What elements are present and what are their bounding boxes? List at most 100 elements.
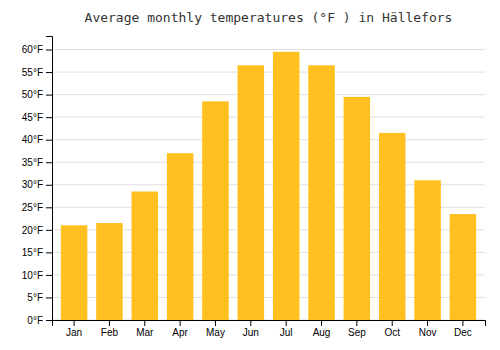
y-tick: 25°F xyxy=(22,202,52,213)
y-tick: 40°F xyxy=(22,134,52,145)
bar xyxy=(273,52,300,320)
x-axis: Jan Feb Mar Apr May Jun Jul Aug Sep Oct Nov Dec xyxy=(53,320,486,338)
y-tick-mark xyxy=(46,230,52,231)
bar xyxy=(308,65,335,320)
y-tick-mark xyxy=(46,162,52,163)
grid-line xyxy=(52,139,485,140)
x-tick-label: Oct xyxy=(384,327,400,338)
x-tick: May xyxy=(206,320,225,338)
bar xyxy=(379,133,406,320)
y-tick-label: 40°F xyxy=(22,134,43,145)
x-tick-label: Dec xyxy=(454,327,472,338)
y-tick-mark xyxy=(46,72,52,73)
x-tick: Jun xyxy=(243,320,259,338)
y-tick-label: 50°F xyxy=(22,89,43,100)
y-tick: 55°F xyxy=(22,67,52,78)
y-tick-mark xyxy=(46,207,52,208)
grid-line xyxy=(52,117,485,118)
x-tick-mark xyxy=(109,320,110,326)
grid-line xyxy=(52,162,485,163)
x-tick-mark xyxy=(250,320,251,326)
x-tick: Mar xyxy=(136,320,154,338)
bars xyxy=(61,52,476,320)
y-tick-mark xyxy=(46,117,52,118)
y-tick-label: 60°F xyxy=(22,44,43,55)
x-tick: Jul xyxy=(280,320,293,338)
y-tick-label: 10°F xyxy=(22,270,43,281)
y-tick-label: 45°F xyxy=(22,112,43,123)
x-tick-mark xyxy=(144,320,145,326)
x-tick-label: May xyxy=(206,327,225,338)
x-tick-mark xyxy=(74,320,75,326)
bar xyxy=(414,180,441,320)
grid-line xyxy=(52,94,485,95)
x-tick-label: Aug xyxy=(313,327,331,338)
grid-line xyxy=(52,72,485,73)
x-tick-label: Jul xyxy=(280,327,293,338)
y-tick-mark xyxy=(46,95,52,96)
x-tick: Jan xyxy=(66,320,82,338)
x-tick: Feb xyxy=(101,320,119,338)
plot: 0°F 5°F 10°F 15°F 20°F 25°F 30°F 35°F 40°F 45°F 50… xyxy=(22,37,486,339)
y-tick-mark xyxy=(46,50,52,51)
y-tick-label: 55°F xyxy=(22,67,43,78)
x-tick-label: Jan xyxy=(66,327,82,338)
x-tick-label: Jun xyxy=(243,327,259,338)
y-tick-label: 15°F xyxy=(22,247,43,258)
y-tick: 5°F xyxy=(27,292,52,303)
x-tick-mark xyxy=(356,320,357,326)
bar xyxy=(61,225,88,320)
bar xyxy=(450,214,477,320)
x-tick-mark xyxy=(215,320,216,326)
x-tick-mark xyxy=(427,320,428,326)
y-tick: 50°F xyxy=(22,89,52,100)
x-tick-label: Sep xyxy=(348,327,366,338)
bar xyxy=(132,192,159,320)
bar xyxy=(167,153,194,320)
x-tick: Apr xyxy=(172,320,188,338)
grid-line xyxy=(52,49,485,50)
y-tick-label: 5°F xyxy=(27,292,43,303)
y-tick-mark xyxy=(46,320,52,321)
bar xyxy=(344,97,371,320)
y-tick-mark xyxy=(46,275,52,276)
y-tick: 30°F xyxy=(22,179,52,190)
x-tick: Sep xyxy=(348,320,366,338)
y-tick: 15°F xyxy=(22,247,52,258)
x-tick-mark xyxy=(392,320,393,326)
y-tick-label: 35°F xyxy=(22,157,43,168)
y-tick-mark xyxy=(46,185,52,186)
title: Average monthly temperatures (°F ) in Hä… xyxy=(85,10,453,25)
x-axis-line xyxy=(53,321,486,327)
y-tick: 45°F xyxy=(22,112,52,123)
x-tick-label: Apr xyxy=(172,327,188,338)
chart: 0°F 5°F 10°F 15°F 20°F 25°F 30°F 35°F 40°F 45°F 50… xyxy=(0,0,500,350)
y-tick-label: 25°F xyxy=(22,202,43,213)
y-tick: 20°F xyxy=(22,225,52,236)
y-tick-mark xyxy=(46,297,52,298)
y-tick: 0°F xyxy=(27,315,52,326)
bar xyxy=(238,65,265,320)
y-tick-mark xyxy=(46,140,52,141)
y-tick-label: 20°F xyxy=(22,225,43,236)
x-tick: Oct xyxy=(384,320,400,338)
x-tick-mark xyxy=(321,320,322,326)
bar xyxy=(96,223,123,320)
x-tick-label: Nov xyxy=(419,327,437,338)
grid xyxy=(52,50,485,320)
y-tick: 35°F xyxy=(22,157,52,168)
y-axis: 0°F 5°F 10°F 15°F 20°F 25°F 30°F 35°F 40°F 45°F 50… xyxy=(22,37,53,326)
y-tick: 10°F xyxy=(22,270,52,281)
bar xyxy=(202,101,229,320)
x-tick-label: Mar xyxy=(136,327,154,338)
y-tick: 60°F xyxy=(22,44,52,55)
x-tick: Dec xyxy=(454,320,472,338)
y-tick-label: 0°F xyxy=(27,315,43,326)
x-tick-mark xyxy=(180,320,181,326)
x-tick-label: Feb xyxy=(101,327,119,338)
y-tick-label: 30°F xyxy=(22,179,43,190)
y-tick-mark xyxy=(46,252,52,253)
x-tick: Aug xyxy=(313,320,331,338)
x-tick-mark xyxy=(462,320,463,326)
y-axis-line xyxy=(46,37,53,321)
